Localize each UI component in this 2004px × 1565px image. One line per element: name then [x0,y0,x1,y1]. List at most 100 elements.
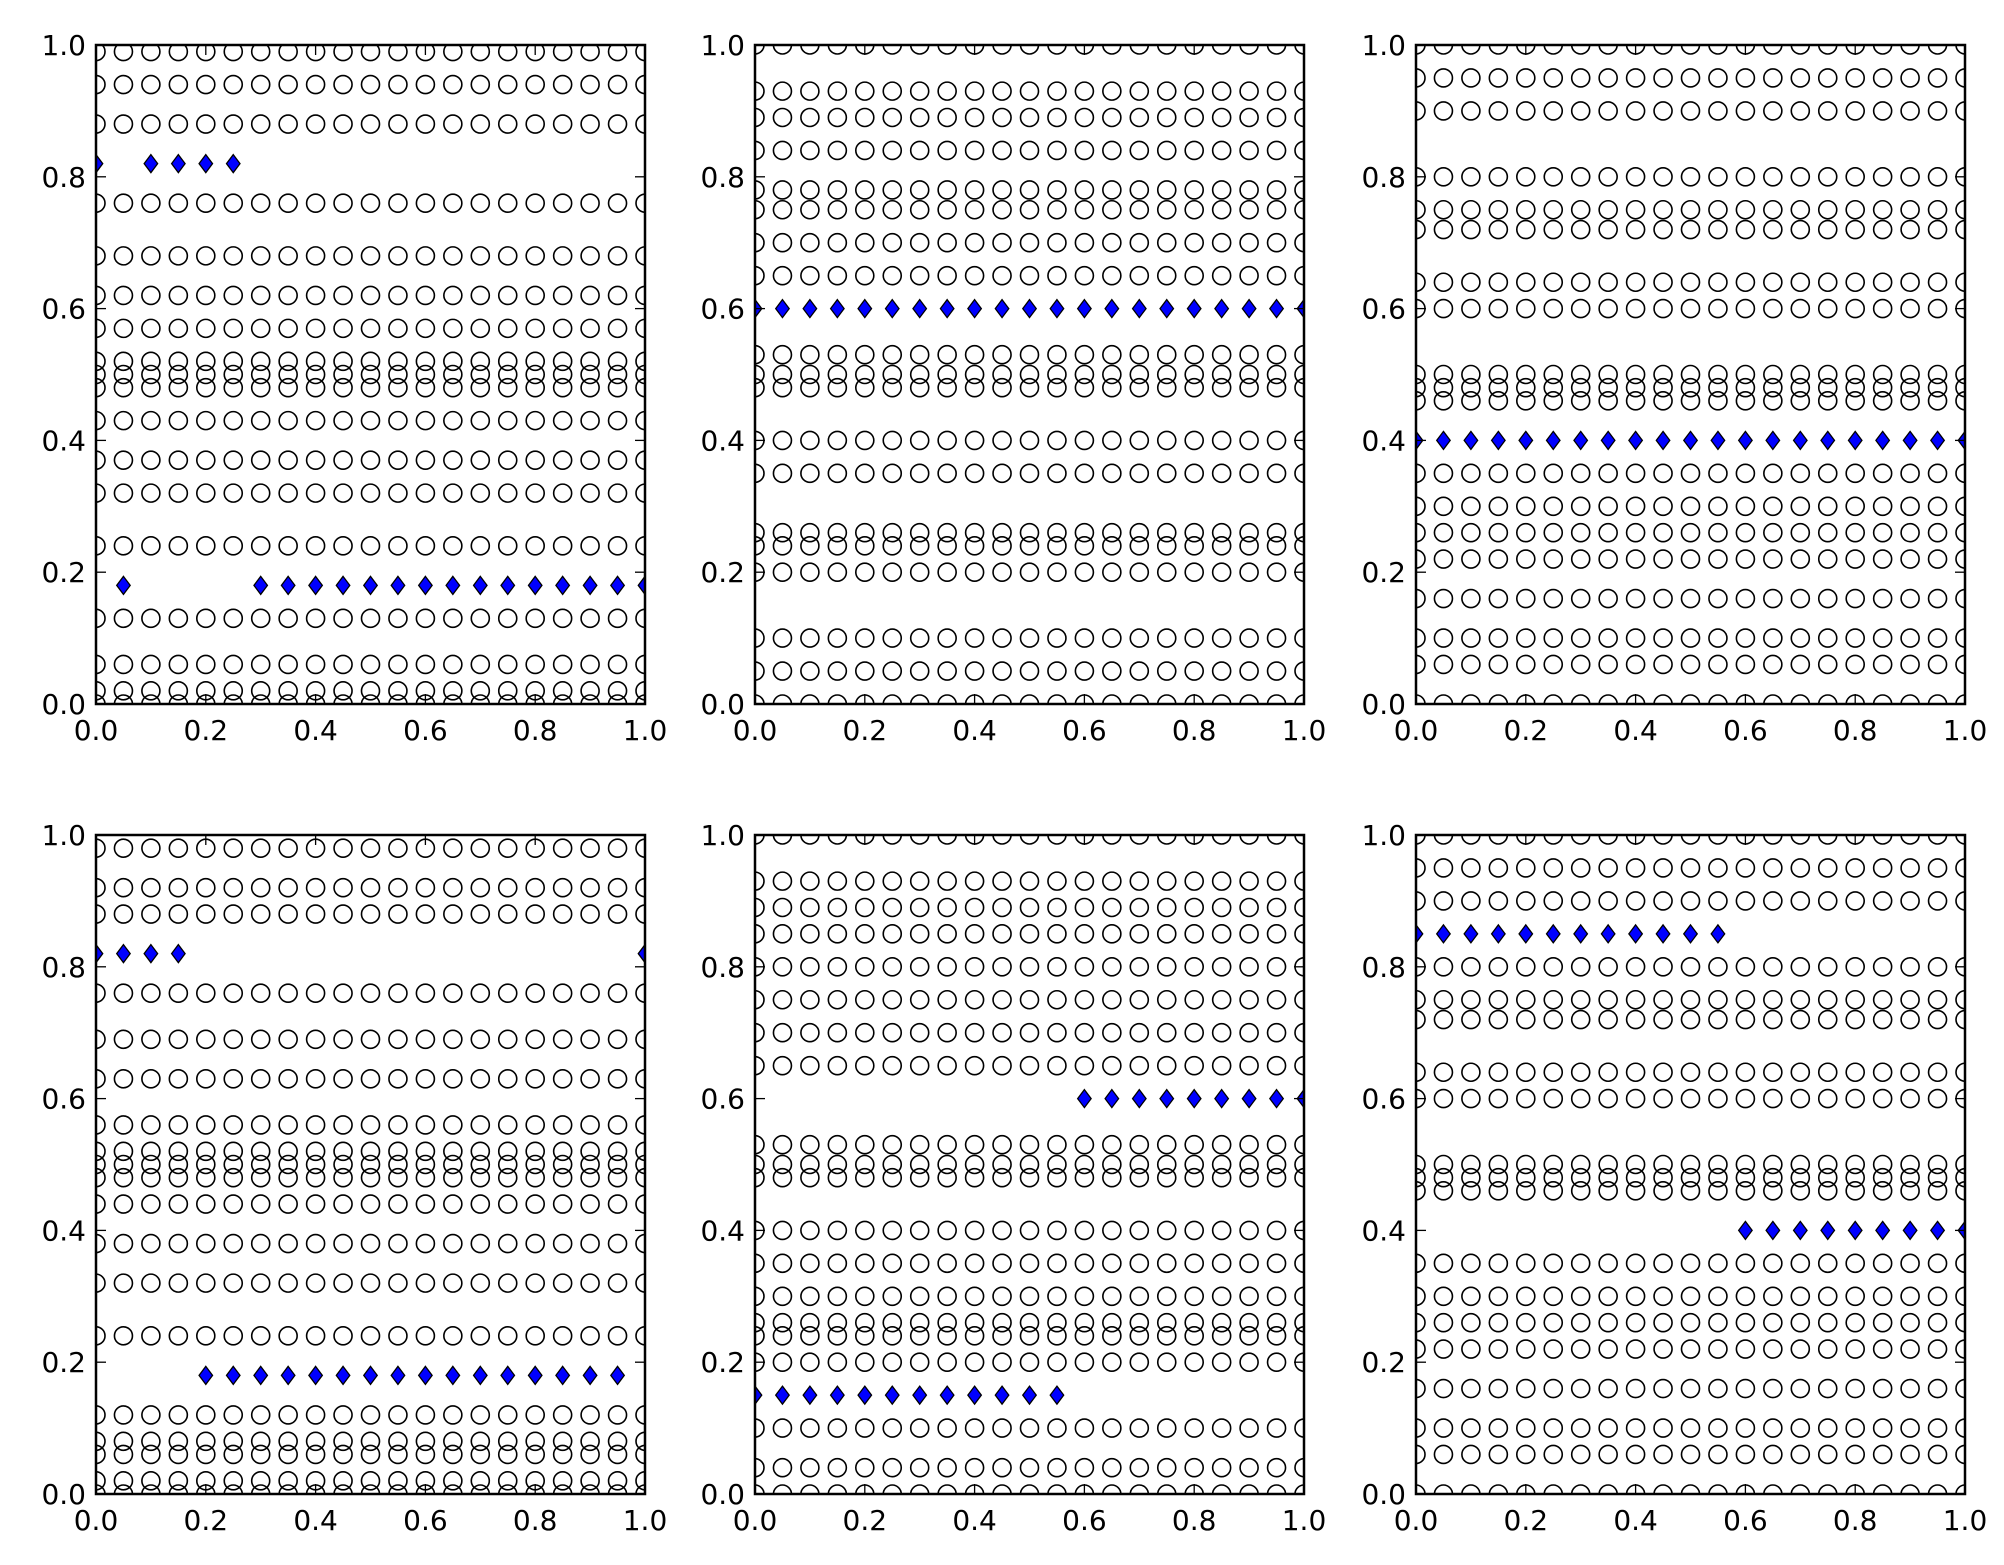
circle-marker [607,318,628,339]
circle-marker [1019,180,1040,200]
circle-marker [113,838,134,858]
circle-marker [937,1352,957,1372]
circle-marker [1416,549,1426,569]
circle-marker [1184,1418,1204,1438]
circle-marker [854,140,875,161]
circle-marker [1239,1484,1259,1494]
circle-marker [113,983,134,1003]
circle-marker [223,318,244,339]
circle-marker [1570,496,1591,517]
circle-marker [1900,1088,1920,1109]
circle-marker [1708,1286,1728,1307]
circle-marker [1653,167,1673,187]
circle-marker [1211,661,1232,681]
circle-marker [113,1194,134,1214]
circle-marker [580,1167,600,1188]
circle-marker [1129,45,1150,55]
circle-marker [1598,588,1618,609]
circle-marker [1266,107,1287,128]
circle-marker [755,107,765,128]
circle-marker [470,377,491,398]
circle-marker [1211,1134,1232,1155]
circle-marker [1543,167,1564,187]
circle-marker [1102,871,1122,891]
circle-marker [992,1312,1012,1333]
circle-marker [937,140,957,161]
circle-marker [196,1273,216,1293]
circle-marker [525,483,546,503]
circle-marker [168,193,189,213]
circle-marker [992,1326,1012,1346]
diamond-marker [857,1385,873,1406]
circle-marker [635,838,645,858]
circle-marker [1543,199,1564,220]
circle-marker [1516,1312,1536,1333]
circle-marker [1790,1062,1811,1083]
circle-marker [1927,1444,1948,1465]
circle-marker [772,1167,793,1188]
y-tick-label: 0.4 [1361,424,1406,457]
circle-marker [1763,989,1783,1010]
circle-marker [1763,1088,1783,1109]
circle-marker [443,694,463,704]
circle-marker [1927,298,1948,319]
circle-marker [1708,1378,1728,1399]
circle-marker [388,681,408,701]
circle-marker [96,450,106,470]
circle-marker [96,318,106,339]
circle-marker [1488,989,1509,1010]
circle-marker [992,232,1012,253]
circle-marker [1570,1312,1591,1333]
circle-marker [909,1352,930,1372]
diamond-marker [582,1365,598,1386]
circle-marker [113,74,134,95]
circle-marker [1156,1055,1177,1076]
circle-marker [1927,272,1948,293]
circle-marker [305,1405,326,1425]
circle-marker [470,838,491,858]
circle-marker [1184,430,1204,451]
circle-marker [333,483,353,503]
circle-marker [1790,1253,1811,1274]
circle-marker [1763,45,1783,55]
circle-marker [1211,694,1232,704]
diamond-marker [1573,923,1589,944]
circle-marker [1047,1312,1067,1333]
circle-marker [1074,463,1095,484]
circle-marker [552,1471,573,1491]
circle-marker [1955,463,1965,484]
circle-marker [772,344,793,365]
circle-marker [470,1154,491,1175]
diamond-marker [362,575,379,596]
circle-marker [1900,167,1920,187]
circle-marker [827,1022,848,1043]
diamond-marker [308,1365,324,1386]
circle-marker [1184,1352,1204,1372]
circle-marker [827,562,848,583]
circle-marker [1416,858,1426,878]
circle-marker [1266,1220,1287,1241]
circle-marker [388,285,408,306]
circle-marker [168,536,189,556]
circle-marker [470,318,491,339]
circle-marker [1543,1088,1564,1109]
circle-marker [992,1253,1012,1274]
circle-marker [223,1484,244,1494]
circle-marker [196,1444,216,1465]
circle-marker [278,1115,298,1135]
circle-marker [1570,588,1591,609]
circle-marker [278,1326,298,1346]
circle-marker [1735,654,1756,675]
circle-marker [1680,654,1701,675]
circle-marker [1653,1312,1673,1333]
circle-marker [141,1471,161,1491]
circle-marker [223,1069,244,1089]
circle-marker [964,1326,985,1346]
circle-marker [1625,101,1646,121]
circle-marker [443,1141,463,1162]
x-tick-label: 0.0 [1394,1504,1439,1537]
circle-marker [333,1233,353,1254]
circle-marker [1129,694,1150,704]
circle-marker [470,114,491,134]
circle-marker [755,871,765,891]
